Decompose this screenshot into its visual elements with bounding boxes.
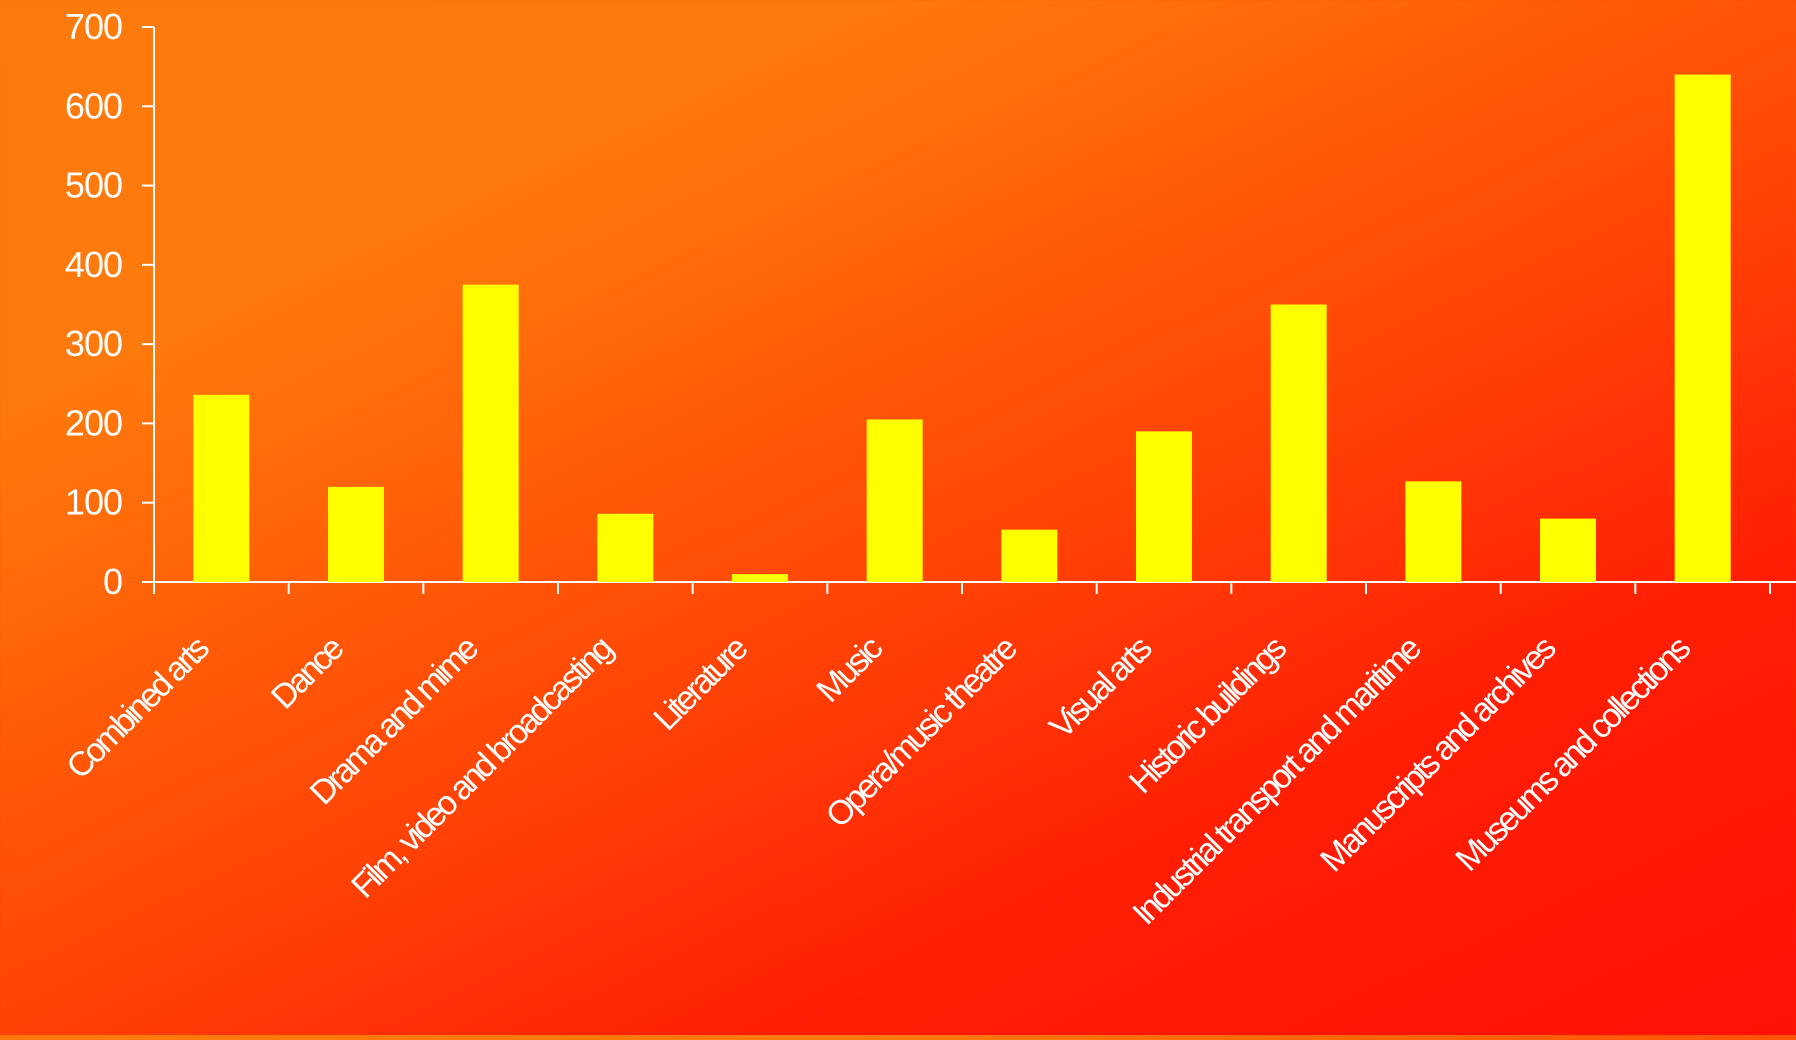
y-tick-label: 0 [103, 561, 122, 602]
bar-literature [732, 574, 788, 582]
bar-opera-music-theatre [1001, 529, 1058, 582]
x-tick-label: Museums and collections [1448, 629, 1697, 878]
bar-museums-and-collections [1674, 74, 1731, 583]
x-tick-label: Visual arts [1042, 629, 1159, 746]
bar-industrial-transport-and-maritime [1405, 481, 1462, 582]
bar-music [866, 419, 923, 582]
y-tick-label: 500 [65, 165, 122, 206]
bars [193, 74, 1731, 583]
x-tick-label: Music [809, 629, 890, 710]
y-tick-label: 600 [65, 85, 122, 126]
y-tick-label: 300 [65, 323, 122, 364]
x-tick-label: Manuscripts and archives [1313, 629, 1563, 879]
y-tick-label: 700 [65, 6, 122, 47]
bar-combined-arts [193, 394, 250, 582]
y-tick-label: 100 [65, 482, 122, 523]
y-axis: 0 100 200 300 400 500 600 700 [65, 6, 155, 602]
bar-historic-buildings [1270, 304, 1327, 582]
y-tick-label: 400 [65, 244, 122, 285]
x-tick-label: Dance [264, 629, 351, 716]
x-tick-label: Industrial transport and maritime [1125, 629, 1428, 932]
x-tick-label: Combined arts [59, 629, 216, 786]
bar-film-video-and-broadcasting [597, 513, 654, 582]
bar-dance [328, 486, 384, 582]
x-tick-label: Literature [646, 629, 755, 738]
y-tick-label: 200 [65, 402, 122, 443]
x-tick-label: Film, video and broadcasting [344, 630, 620, 906]
x-axis [153, 581, 1796, 594]
bar-drama-and-mime [462, 284, 519, 582]
bar-manuscripts-and-archives [1540, 518, 1596, 582]
bar-visual-arts [1136, 431, 1192, 582]
